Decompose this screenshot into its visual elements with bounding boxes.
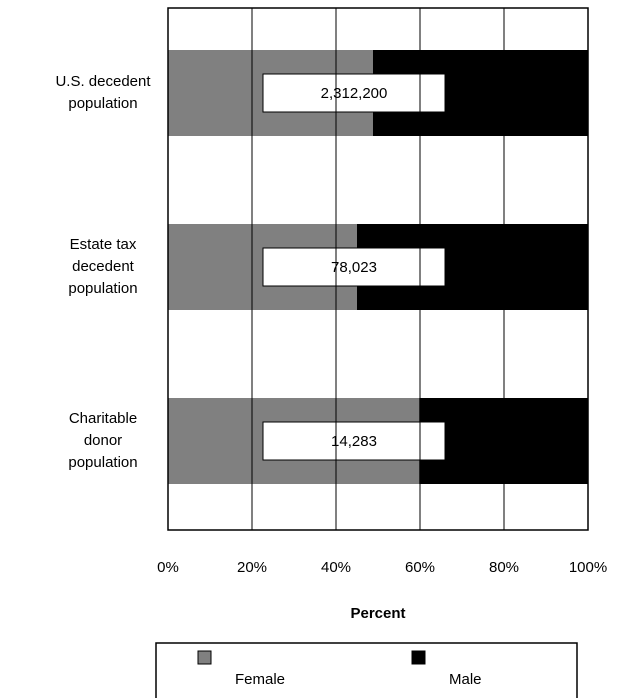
count-box: [262, 421, 446, 461]
plot-border: [167, 7, 589, 531]
y-tick-label: Charitable donor population: [68, 410, 138, 471]
count-label: 14,283: [331, 433, 377, 450]
y-tick-label: Estate tax decedent population: [68, 236, 138, 297]
legend-swatch: [197, 650, 212, 665]
x-tick-label: 0%: [157, 559, 179, 576]
count-label: 2,312,200: [321, 85, 388, 102]
legend-swatch: [411, 650, 426, 665]
y-tick-label: U.S. decedent population: [55, 73, 151, 112]
x-tick-label: 40%: [321, 559, 351, 576]
count-box: [262, 73, 446, 113]
count-label: 78,023: [331, 259, 377, 276]
x-tick-label: 20%: [237, 559, 267, 576]
x-axis-label: Percent: [350, 605, 405, 622]
legend-box: [155, 642, 578, 698]
x-tick-label: 60%: [405, 559, 435, 576]
x-tick-label: 80%: [489, 559, 519, 576]
count-box: [262, 247, 446, 287]
legend-label: Male: [449, 671, 482, 688]
legend-label: Female: [235, 671, 285, 688]
x-tick-label: 100%: [569, 559, 607, 576]
